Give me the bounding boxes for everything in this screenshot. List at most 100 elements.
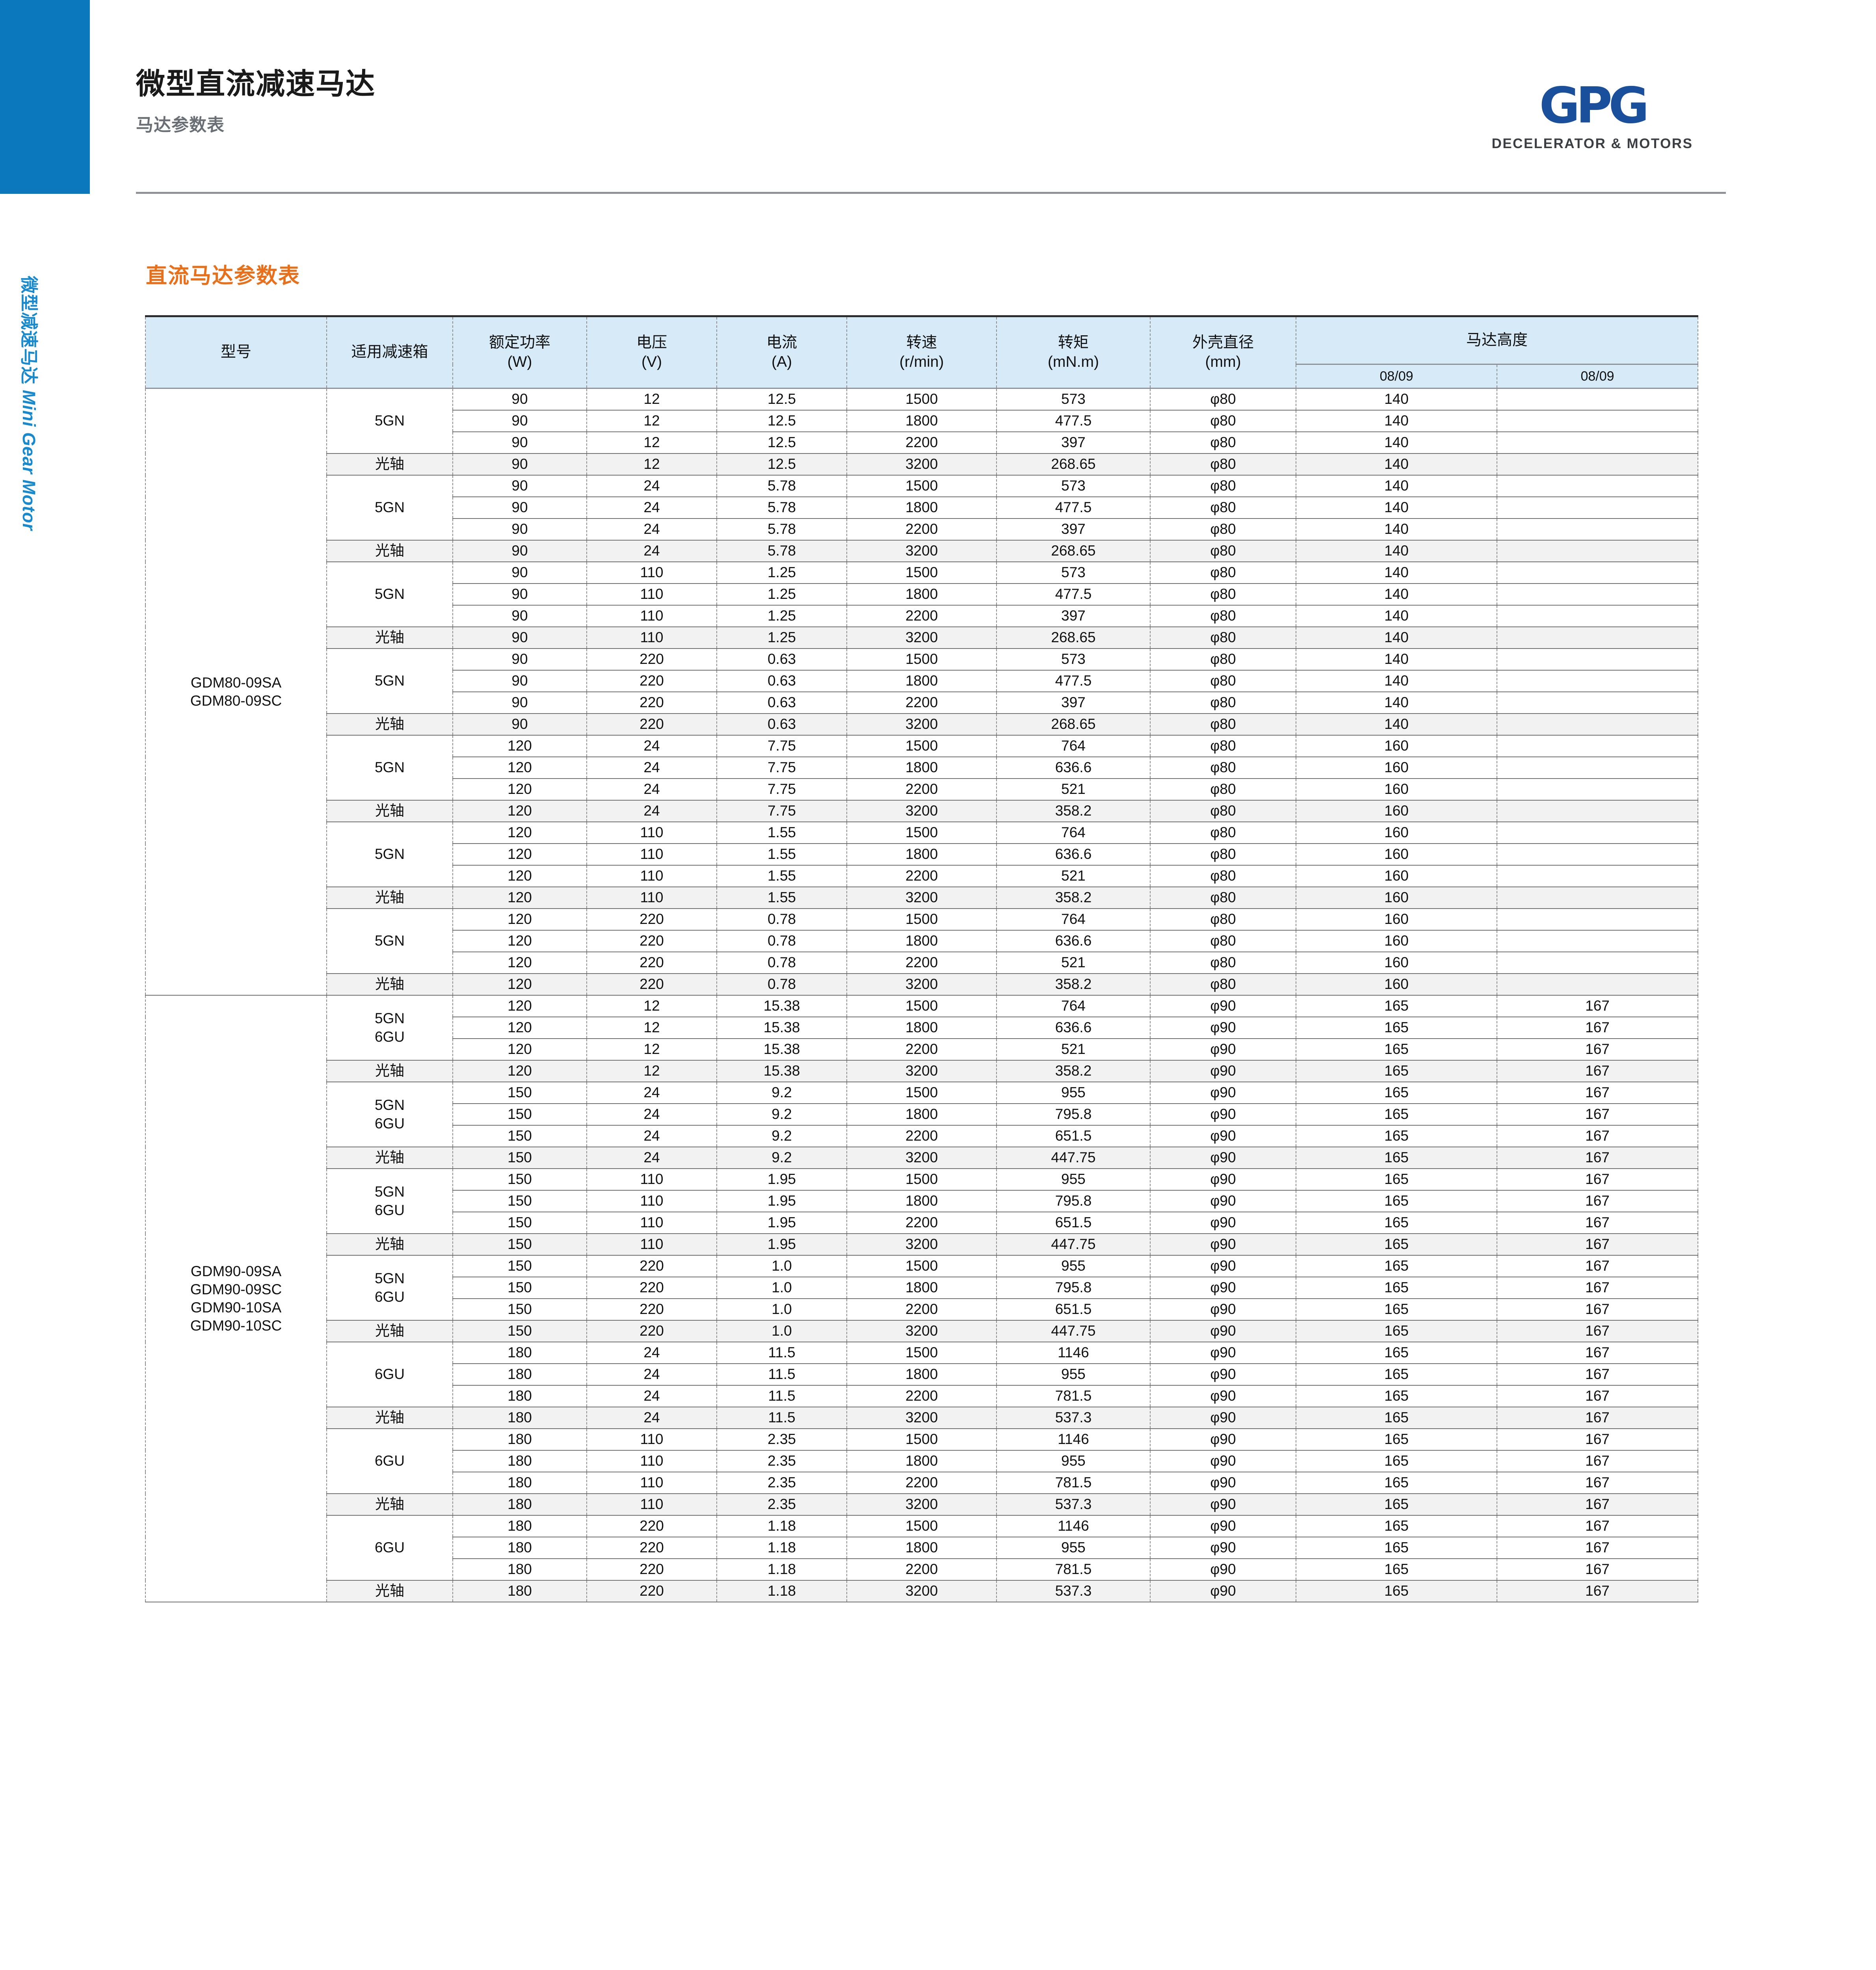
cell-torque: 781.5 — [996, 1558, 1151, 1581]
table-body: GDM80-09SA GDM80-09SC 5GN 90 12 12.5 1500 573 φ8… — [145, 388, 1699, 1602]
table-row: 150 220 1.0 1800 795.8 φ90 165 167 — [145, 1277, 1699, 1299]
cell-height-1: 140 — [1296, 388, 1497, 411]
cell-height-1: 165 — [1296, 1472, 1497, 1494]
cell-current: 1.95 — [716, 1190, 847, 1212]
cell-gearbox: 5GN — [326, 561, 453, 627]
cell-torque: 955 — [996, 1255, 1151, 1277]
sidebar-label-en: Mini Gear Motor — [19, 390, 39, 531]
cell-voltage: 220 — [586, 713, 717, 736]
cell-height-2 — [1496, 605, 1699, 627]
cell-diameter: φ80 — [1150, 453, 1296, 476]
cell-voltage: 110 — [586, 1168, 717, 1191]
cell-torque: 447.75 — [996, 1320, 1151, 1342]
cell-current: 15.38 — [716, 1060, 847, 1082]
cell-current: 2.35 — [716, 1493, 847, 1516]
cell-height-1: 165 — [1296, 1363, 1497, 1386]
cell-voltage: 220 — [586, 1320, 717, 1342]
cell-current: 5.78 — [716, 475, 847, 497]
cell-current: 1.18 — [716, 1580, 847, 1602]
cell-diameter: φ90 — [1150, 1233, 1296, 1256]
cell-voltage: 110 — [586, 821, 717, 844]
cell-power: 120 — [452, 865, 587, 887]
table-row: 150 220 1.0 2200 651.5 φ90 165 167 — [145, 1298, 1699, 1321]
cell-power: 150 — [452, 1103, 587, 1126]
cell-diameter: φ80 — [1150, 648, 1296, 671]
cell-current: 11.5 — [716, 1385, 847, 1407]
cell-gearbox: 5GN 6GU — [326, 1082, 453, 1147]
cell-diameter: φ80 — [1150, 952, 1296, 974]
cell-power: 120 — [452, 778, 587, 801]
cell-voltage: 24 — [586, 540, 717, 562]
cell-torque: 521 — [996, 778, 1151, 801]
cell-speed: 1800 — [846, 1363, 997, 1386]
cell-height-1: 165 — [1296, 995, 1497, 1017]
cell-torque: 1146 — [996, 1515, 1151, 1537]
cell-voltage: 110 — [586, 886, 717, 909]
page-header: 微型直流减速马达 马达参数表 — [136, 67, 1724, 136]
vertical-sidebar-label: 微型减速马达 Mini Gear Motor — [18, 276, 43, 630]
table-row: 光轴 150 24 9.2 3200 447.75 φ90 165 167 — [145, 1147, 1699, 1169]
cell-speed: 3200 — [846, 626, 997, 649]
cell-diameter: φ90 — [1150, 1493, 1296, 1516]
cell-torque: 764 — [996, 735, 1151, 757]
cell-voltage: 12 — [586, 453, 717, 476]
motor-parameter-table: 型号 适用减速箱 额定功率 (W) 电压 (V) 电流 (A) 转速 (r/min) 转… — [145, 315, 1699, 1602]
cell-diameter: φ80 — [1150, 605, 1296, 627]
table-row: 光轴 180 110 2.35 3200 537.3 φ90 165 167 — [145, 1493, 1699, 1516]
table-row: 90 24 5.78 2200 397 φ80 140 — [145, 518, 1699, 541]
cell-speed: 1800 — [846, 1190, 997, 1212]
cell-diameter: φ90 — [1150, 995, 1296, 1017]
cell-torque: 268.65 — [996, 540, 1151, 562]
cell-gearbox: 5GN — [326, 388, 453, 454]
cell-height-2: 167 — [1496, 1428, 1699, 1451]
cell-height-2 — [1496, 670, 1699, 692]
cell-height-1: 165 — [1296, 1168, 1497, 1191]
cell-speed: 1500 — [846, 1082, 997, 1104]
cell-torque: 795.8 — [996, 1277, 1151, 1299]
cell-diameter: φ90 — [1150, 1277, 1296, 1299]
cell-voltage: 24 — [586, 1082, 717, 1104]
cell-speed: 3200 — [846, 1493, 997, 1516]
table-row: 120 220 0.78 1800 636.6 φ80 160 — [145, 930, 1699, 952]
cell-current: 1.55 — [716, 843, 847, 866]
cell-torque: 795.8 — [996, 1103, 1151, 1126]
col-header-diameter: 外壳直径 (mm) — [1150, 315, 1296, 389]
cell-current: 1.0 — [716, 1320, 847, 1342]
cell-voltage: 220 — [586, 648, 717, 671]
table-row: 180 110 2.35 2200 781.5 φ90 165 167 — [145, 1472, 1699, 1494]
col-header-model: 型号 — [145, 315, 327, 389]
cell-height-2 — [1496, 453, 1699, 476]
cell-power: 90 — [452, 388, 587, 411]
cell-voltage: 220 — [586, 973, 717, 996]
cell-gearbox: 6GU — [326, 1428, 453, 1494]
cell-speed: 1800 — [846, 496, 997, 519]
cell-height-1: 165 — [1296, 1038, 1497, 1061]
cell-gearbox: 光轴 — [326, 1147, 453, 1169]
table-row: 150 110 1.95 2200 651.5 φ90 165 167 — [145, 1212, 1699, 1234]
cell-power: 90 — [452, 540, 587, 562]
cell-voltage: 110 — [586, 1472, 717, 1494]
cell-gearbox: 5GN — [326, 821, 453, 887]
cell-current: 1.95 — [716, 1212, 847, 1234]
cell-current: 0.63 — [716, 648, 847, 671]
cell-speed: 3200 — [846, 886, 997, 909]
cell-torque: 1146 — [996, 1342, 1151, 1364]
cell-voltage: 12 — [586, 995, 717, 1017]
cell-speed: 1800 — [846, 1277, 997, 1299]
cell-voltage: 220 — [586, 952, 717, 974]
cell-diameter: φ90 — [1150, 1342, 1296, 1364]
cell-height-2: 167 — [1496, 995, 1699, 1017]
cell-speed: 1800 — [846, 1103, 997, 1126]
cell-speed: 2200 — [846, 1558, 997, 1581]
cell-current: 0.78 — [716, 930, 847, 952]
cell-diameter: φ80 — [1150, 908, 1296, 931]
cell-height-1: 160 — [1296, 756, 1497, 779]
cell-height-2: 167 — [1496, 1255, 1699, 1277]
cell-height-2: 167 — [1496, 1212, 1699, 1234]
cell-voltage: 110 — [586, 1190, 717, 1212]
table-row: 光轴 120 220 0.78 3200 358.2 φ80 160 — [145, 973, 1699, 996]
table-row: 90 220 0.63 1800 477.5 φ80 140 — [145, 670, 1699, 692]
cell-diameter: φ90 — [1150, 1125, 1296, 1147]
cell-height-2: 167 — [1496, 1493, 1699, 1516]
cell-speed: 2200 — [846, 431, 997, 454]
